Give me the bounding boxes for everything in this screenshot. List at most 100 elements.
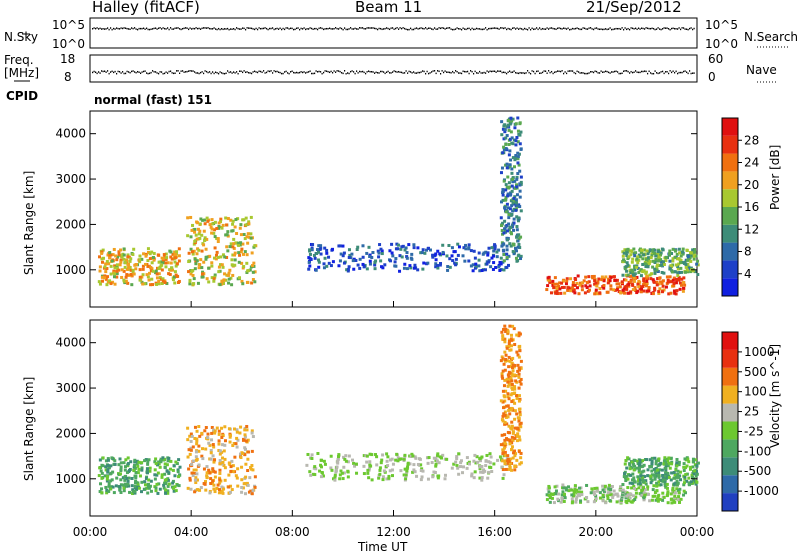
velocity-colorbar-tick-label: -100: [744, 444, 771, 458]
power-pixel: [446, 265, 450, 269]
velocity-pixel: [625, 474, 629, 478]
nsky-trace-point: [462, 27, 464, 29]
power-pixel: [239, 250, 243, 254]
power-pixel: [221, 265, 225, 269]
power-pixel: [505, 244, 509, 248]
velocity-pixel: [97, 474, 101, 478]
velocity-pixel: [426, 461, 430, 465]
velocity-pixel: [205, 475, 209, 479]
nsky-trace-point: [432, 28, 434, 31]
power-pixel: [519, 254, 523, 258]
nsky-trace-point: [170, 27, 172, 29]
power-pixel: [231, 263, 235, 267]
power-pixel: [509, 213, 513, 217]
power-pixel: [518, 122, 522, 126]
power-pixel: [631, 288, 635, 292]
freq-trace-point: [663, 72, 665, 75]
power-pixel: [104, 277, 108, 281]
power-pixel: [518, 205, 522, 209]
velocity-pixel: [133, 466, 137, 470]
power-pixel: [152, 251, 156, 255]
nsky-trace-point: [243, 27, 245, 30]
power-pixel: [473, 266, 477, 270]
velocity-pixel: [316, 452, 320, 456]
velocity-pixel: [475, 455, 479, 459]
power-pixel: [154, 271, 158, 275]
velocity-pixel: [642, 486, 646, 490]
velocity-pixel: [585, 496, 589, 500]
power-pixel: [103, 265, 107, 269]
power-pixel: [641, 257, 645, 261]
velocity-pixel: [319, 458, 323, 462]
power-pixel: [210, 276, 214, 280]
velocity-pixel: [560, 493, 564, 497]
nsky-trace-point: [659, 28, 661, 30]
power-pixel: [688, 266, 692, 270]
nsky-trace-point: [281, 28, 283, 31]
freq-trace-point: [600, 70, 602, 72]
nsky-trace-point: [351, 28, 353, 30]
velocity-pixel: [200, 431, 204, 435]
velocity-pixel: [488, 465, 492, 469]
freq-trace-point: [96, 72, 98, 75]
velocity-pixel: [506, 392, 510, 396]
power-pixel: [510, 184, 514, 188]
velocity-pixel: [144, 458, 148, 462]
velocity-pixel: [637, 486, 641, 490]
power-pixel: [674, 281, 678, 285]
velocity-pixel: [411, 470, 415, 474]
velocity-pixel: [227, 427, 231, 431]
power-pixel: [676, 271, 680, 275]
velocity-pixel: [355, 471, 359, 475]
velocity-pixel: [515, 426, 519, 430]
nsky-trace-point: [195, 27, 197, 29]
velocity-pixel: [666, 473, 670, 477]
velocity-pixel: [630, 486, 634, 490]
velocity-pixel: [507, 375, 511, 379]
power-pixel: [639, 274, 643, 278]
power-pixel: [345, 268, 349, 272]
velocity-pixel: [232, 427, 236, 431]
nsky-trace-point: [152, 28, 154, 30]
velocity-pixel: [631, 494, 635, 498]
velocity-pixel: [691, 465, 695, 469]
power-pixel: [519, 209, 523, 213]
freq-trace-point: [177, 70, 179, 72]
velocity-pixel: [608, 499, 612, 503]
velocity-pixel: [333, 478, 337, 482]
velocity-pixel: [511, 369, 515, 373]
nsky-trace-point: [335, 27, 337, 29]
velocity-pixel: [637, 477, 641, 481]
nsky-trace-point: [573, 28, 575, 30]
velocity-pixel: [507, 424, 511, 428]
power-pixel: [319, 244, 323, 248]
power-pixel: [241, 242, 245, 246]
velocity-pixel: [243, 435, 247, 439]
velocity-pixel: [649, 474, 653, 478]
freq-trace-point: [642, 70, 644, 73]
power-pixel: [633, 286, 637, 290]
velocity-pixel: [685, 464, 689, 468]
nsky-trace-point: [266, 27, 268, 30]
nsky-trace-point: [572, 27, 574, 30]
freq-trace-point: [690, 72, 692, 75]
velocity-pixel: [669, 456, 673, 460]
nsky-trace-point: [615, 27, 617, 30]
velocity-pixel: [135, 462, 139, 466]
freq-trace-point: [354, 72, 356, 75]
power-pixel: [629, 271, 633, 275]
power-pixel: [683, 260, 687, 264]
power-pixel: [606, 281, 610, 285]
freq-trace-point: [348, 72, 350, 75]
velocity-pixel: [628, 496, 632, 500]
velocity-pixel: [675, 479, 679, 483]
freq-trace-point: [296, 71, 298, 74]
velocity-pixel: [177, 458, 181, 462]
freq-trace-point: [380, 70, 382, 73]
velocity-pixel: [601, 484, 605, 488]
freq-trace-point: [156, 72, 158, 74]
velocity-pixel: [420, 467, 424, 471]
power-pixel: [448, 257, 452, 261]
velocity-pixel: [512, 451, 516, 455]
power-pixel: [245, 253, 249, 257]
